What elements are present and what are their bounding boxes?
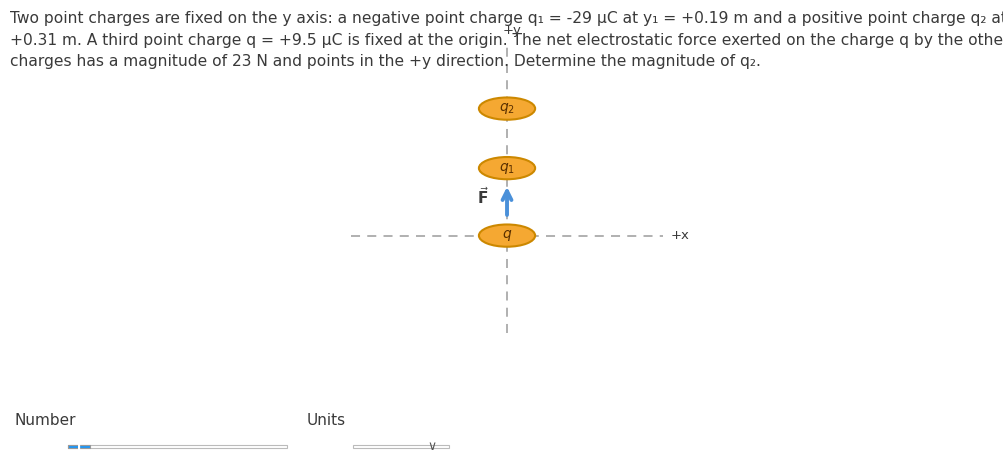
Text: $q_1$: $q_1$ bbox=[498, 161, 515, 175]
Bar bbox=[68, 445, 287, 448]
Text: $q_2$: $q_2$ bbox=[498, 101, 515, 116]
Circle shape bbox=[478, 157, 535, 179]
Bar bbox=[353, 445, 448, 448]
Bar bbox=[68, 445, 90, 448]
Text: Number: Number bbox=[14, 413, 75, 428]
Circle shape bbox=[478, 225, 535, 247]
Text: Two point charges are fixed on the y axis: a negative point charge q₁ = -29 μC a: Two point charges are fixed on the y axi… bbox=[10, 11, 1003, 69]
Text: Units: Units bbox=[306, 413, 345, 428]
Circle shape bbox=[478, 97, 535, 120]
Text: ∨: ∨ bbox=[426, 440, 435, 451]
Text: i: i bbox=[77, 440, 81, 451]
Text: $\vec{\mathbf{F}}$: $\vec{\mathbf{F}}$ bbox=[476, 186, 488, 207]
Text: $q$: $q$ bbox=[502, 228, 512, 243]
Text: +x: +x bbox=[670, 229, 689, 242]
Text: +y: +y bbox=[503, 24, 521, 37]
